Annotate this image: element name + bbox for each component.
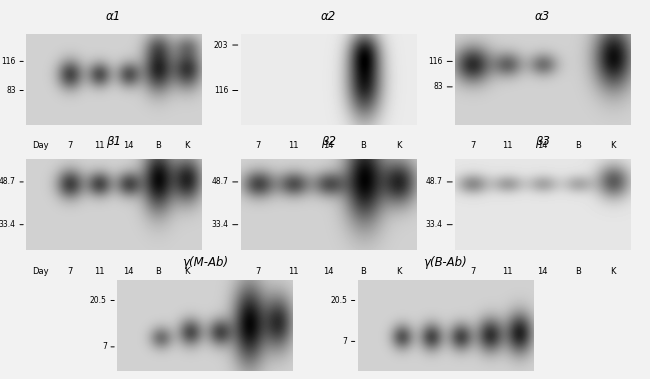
- Text: 14: 14: [323, 141, 333, 150]
- Text: γ(M-Ab): γ(M-Ab): [182, 256, 228, 269]
- Text: Day: Day: [32, 266, 49, 276]
- Text: 11: 11: [288, 141, 298, 150]
- Text: γ(B-Ab): γ(B-Ab): [423, 256, 467, 269]
- Text: 83: 83: [433, 82, 443, 91]
- Text: 7: 7: [67, 266, 73, 276]
- Text: 116: 116: [214, 86, 228, 95]
- Text: 14: 14: [123, 141, 134, 150]
- Text: 7: 7: [343, 337, 347, 346]
- Text: β1: β1: [106, 135, 122, 148]
- Text: 20.5: 20.5: [330, 296, 347, 305]
- Text: 11: 11: [502, 266, 513, 276]
- Text: 116: 116: [1, 57, 16, 66]
- Text: 11: 11: [94, 266, 105, 276]
- Text: 7: 7: [255, 266, 261, 276]
- Text: K: K: [184, 141, 190, 150]
- Text: Day: Day: [32, 141, 49, 150]
- Text: 11: 11: [502, 141, 513, 150]
- Text: β2: β2: [320, 135, 336, 148]
- Text: 14: 14: [538, 266, 548, 276]
- Text: 83: 83: [6, 86, 16, 95]
- Text: 48.7: 48.7: [426, 177, 443, 186]
- Text: B: B: [575, 266, 581, 276]
- Text: 7: 7: [67, 141, 73, 150]
- Text: B: B: [155, 141, 161, 150]
- Text: α3: α3: [535, 10, 551, 23]
- Text: 7: 7: [255, 141, 261, 150]
- Text: B: B: [360, 266, 367, 276]
- Text: K: K: [396, 141, 401, 150]
- Text: K: K: [610, 141, 616, 150]
- Text: K: K: [396, 266, 401, 276]
- Text: B: B: [575, 141, 581, 150]
- Text: 7: 7: [470, 266, 475, 276]
- Text: B: B: [155, 266, 161, 276]
- Text: 33.4: 33.4: [211, 220, 228, 229]
- Text: α2: α2: [320, 10, 336, 23]
- Text: 7: 7: [470, 141, 475, 150]
- Text: 48.7: 48.7: [0, 177, 16, 186]
- Text: 7: 7: [102, 342, 107, 351]
- Text: 11: 11: [288, 266, 298, 276]
- Text: β3: β3: [535, 135, 551, 148]
- Text: K: K: [184, 266, 190, 276]
- Text: 11: 11: [94, 141, 105, 150]
- Text: B: B: [360, 141, 367, 150]
- Text: 33.4: 33.4: [0, 220, 16, 229]
- Text: 48.7: 48.7: [211, 177, 228, 186]
- Text: 14: 14: [538, 141, 548, 150]
- Text: K: K: [610, 266, 616, 276]
- Text: 116: 116: [428, 57, 443, 66]
- Text: 33.4: 33.4: [426, 220, 443, 229]
- Text: 20.5: 20.5: [90, 296, 107, 305]
- Text: α1: α1: [106, 10, 122, 23]
- Text: 14: 14: [123, 266, 134, 276]
- Text: 14: 14: [323, 266, 333, 276]
- Text: 203: 203: [214, 41, 228, 50]
